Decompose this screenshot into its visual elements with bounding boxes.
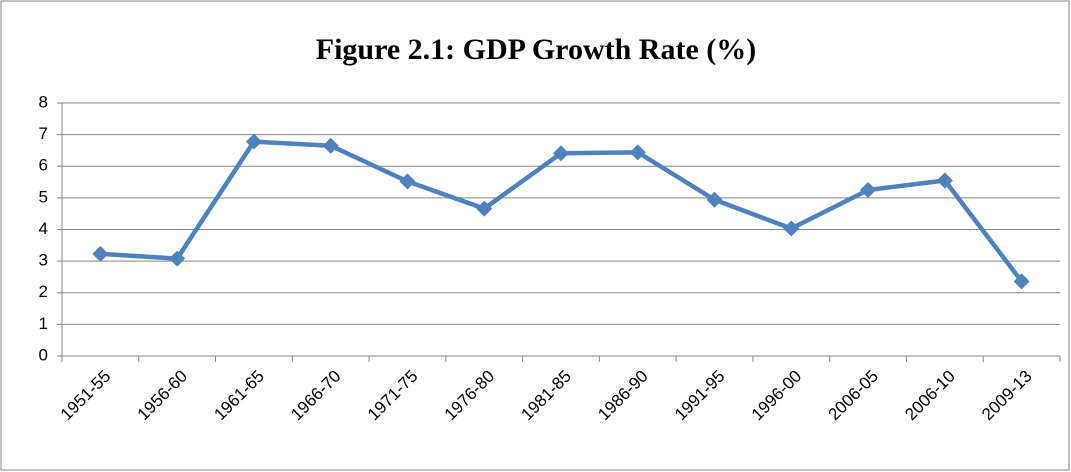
y-tick-label: 7 <box>39 124 48 143</box>
data-point <box>399 173 416 190</box>
data-point <box>860 181 877 198</box>
data-point <box>476 200 493 217</box>
y-tick-label: 5 <box>39 187 48 206</box>
y-tick-label: 8 <box>39 92 48 111</box>
data-point <box>553 145 569 162</box>
data-point <box>245 133 262 150</box>
data-point <box>783 220 800 237</box>
y-tick-label: 6 <box>39 156 48 175</box>
data-point <box>629 144 646 161</box>
data-point <box>706 191 723 208</box>
y-tick-label: 4 <box>39 219 48 238</box>
y-tick-label: 0 <box>39 345 48 364</box>
data-point <box>92 245 109 262</box>
y-tick-label: 1 <box>39 314 48 333</box>
y-tick-label: 2 <box>39 282 48 301</box>
data-point <box>936 172 953 189</box>
y-tick-label: 3 <box>39 251 48 270</box>
data-point <box>169 250 186 267</box>
data-point <box>1013 273 1030 290</box>
data-point <box>322 137 339 154</box>
chart-title: Figure 2.1: GDP Growth Rate (%) <box>316 33 757 66</box>
